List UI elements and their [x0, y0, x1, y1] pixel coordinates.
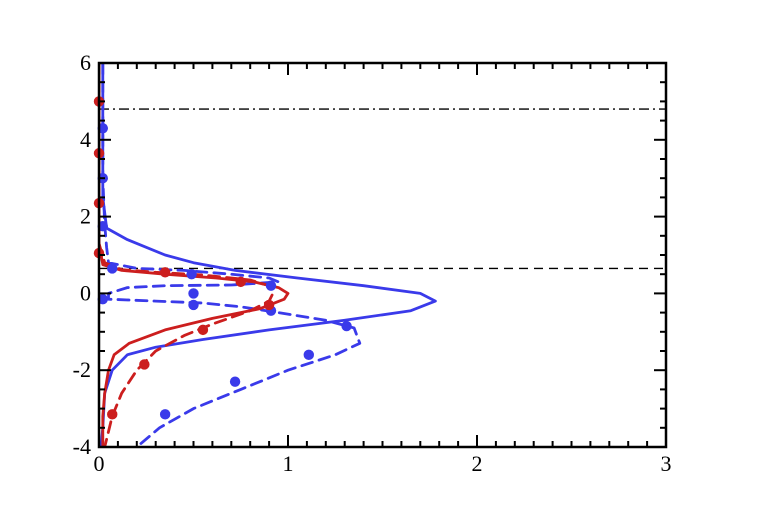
- series-line-2: [99, 63, 290, 447]
- y-tick-label: -4: [73, 434, 91, 459]
- series-line-3: [99, 63, 275, 447]
- y-tick-label: 2: [80, 204, 91, 229]
- y-tick-label: 4: [80, 127, 91, 152]
- data-point-5-6: [263, 299, 275, 311]
- series-group: [99, 63, 437, 447]
- y-tick-label: 0: [80, 280, 91, 305]
- y-tick-label: 6: [80, 50, 91, 75]
- tick-marks: [98, 62, 667, 448]
- data-point-5-4: [159, 267, 171, 278]
- y-tick-labels: -4 -2 0 2 4 6: [73, 50, 91, 459]
- data-point-4-4: [186, 269, 197, 280]
- data-point-4-13: [159, 409, 171, 420]
- series-line-0: [99, 63, 437, 447]
- data-point-5-9: [107, 409, 118, 420]
- markers-group: [93, 96, 352, 420]
- data-point-5-5: [235, 276, 246, 288]
- x-tick-label: 3: [661, 451, 672, 476]
- data-point-5-8: [139, 359, 150, 370]
- data-point-4-3: [107, 263, 118, 274]
- reference-lines: [99, 108, 666, 270]
- plot-frame: [97, 61, 668, 449]
- x-tick-label: 2: [472, 451, 483, 476]
- data-point-5-7: [197, 324, 209, 336]
- series-line-1: [101, 63, 362, 447]
- x-tick-labels: 0 1 2 3: [94, 451, 672, 476]
- x-tick-label: 0: [94, 451, 105, 476]
- data-point-4-8: [188, 299, 199, 311]
- x-tick-label: 1: [283, 451, 294, 476]
- data-point-4-6: [188, 288, 199, 299]
- data-point-4-5: [265, 280, 277, 291]
- data-point-4-10: [341, 320, 352, 332]
- data-point-4-11: [303, 349, 314, 361]
- data-point-4-12: [229, 376, 241, 387]
- y-tick-label: -2: [73, 357, 91, 382]
